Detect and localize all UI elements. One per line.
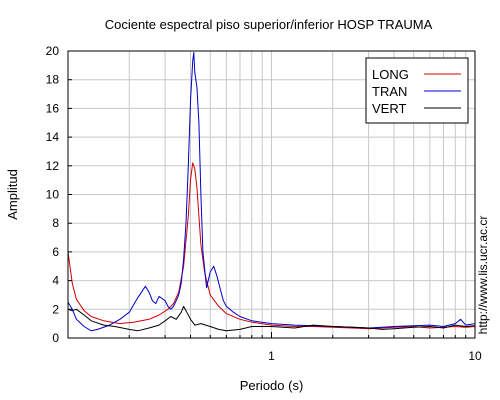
axis-ticks: 0 2 4 6 8 10 12 14 16 18 20 1 10 <box>46 44 482 363</box>
legend: LONG TRAN VERT <box>365 57 469 124</box>
legend-label-tran: TRAN <box>372 84 407 99</box>
series-line-long <box>67 162 476 330</box>
legend-label-long: LONG <box>372 67 409 82</box>
x-tick-label: 10 <box>468 349 482 363</box>
y-axis-title: Amplitud <box>5 169 20 220</box>
x-tick-label: 1 <box>268 349 275 363</box>
y-tick-label: 8 <box>52 216 59 230</box>
y-tick-label: 10 <box>46 188 60 202</box>
y-tick-label: 6 <box>52 245 59 259</box>
y-tick-label: 2 <box>52 302 59 316</box>
legend-label-vert: VERT <box>372 101 406 116</box>
x-axis-title: Periodo (s) <box>240 378 304 393</box>
y-tick-label: 0 <box>52 331 59 345</box>
y-tick-label: 18 <box>46 73 60 87</box>
series-line-vert <box>67 305 476 332</box>
series-lines <box>67 51 476 332</box>
y-tick-label: 16 <box>46 101 60 115</box>
y-tick-label: 4 <box>52 274 59 288</box>
source-url-note: http://www.lis.ucr.ac.cr <box>476 216 490 335</box>
y-tick-label: 20 <box>46 44 60 58</box>
y-tick-label: 14 <box>46 130 60 144</box>
y-tick-label: 12 <box>46 159 60 173</box>
chart-title: Cociente espectral piso superior/inferio… <box>105 17 433 32</box>
